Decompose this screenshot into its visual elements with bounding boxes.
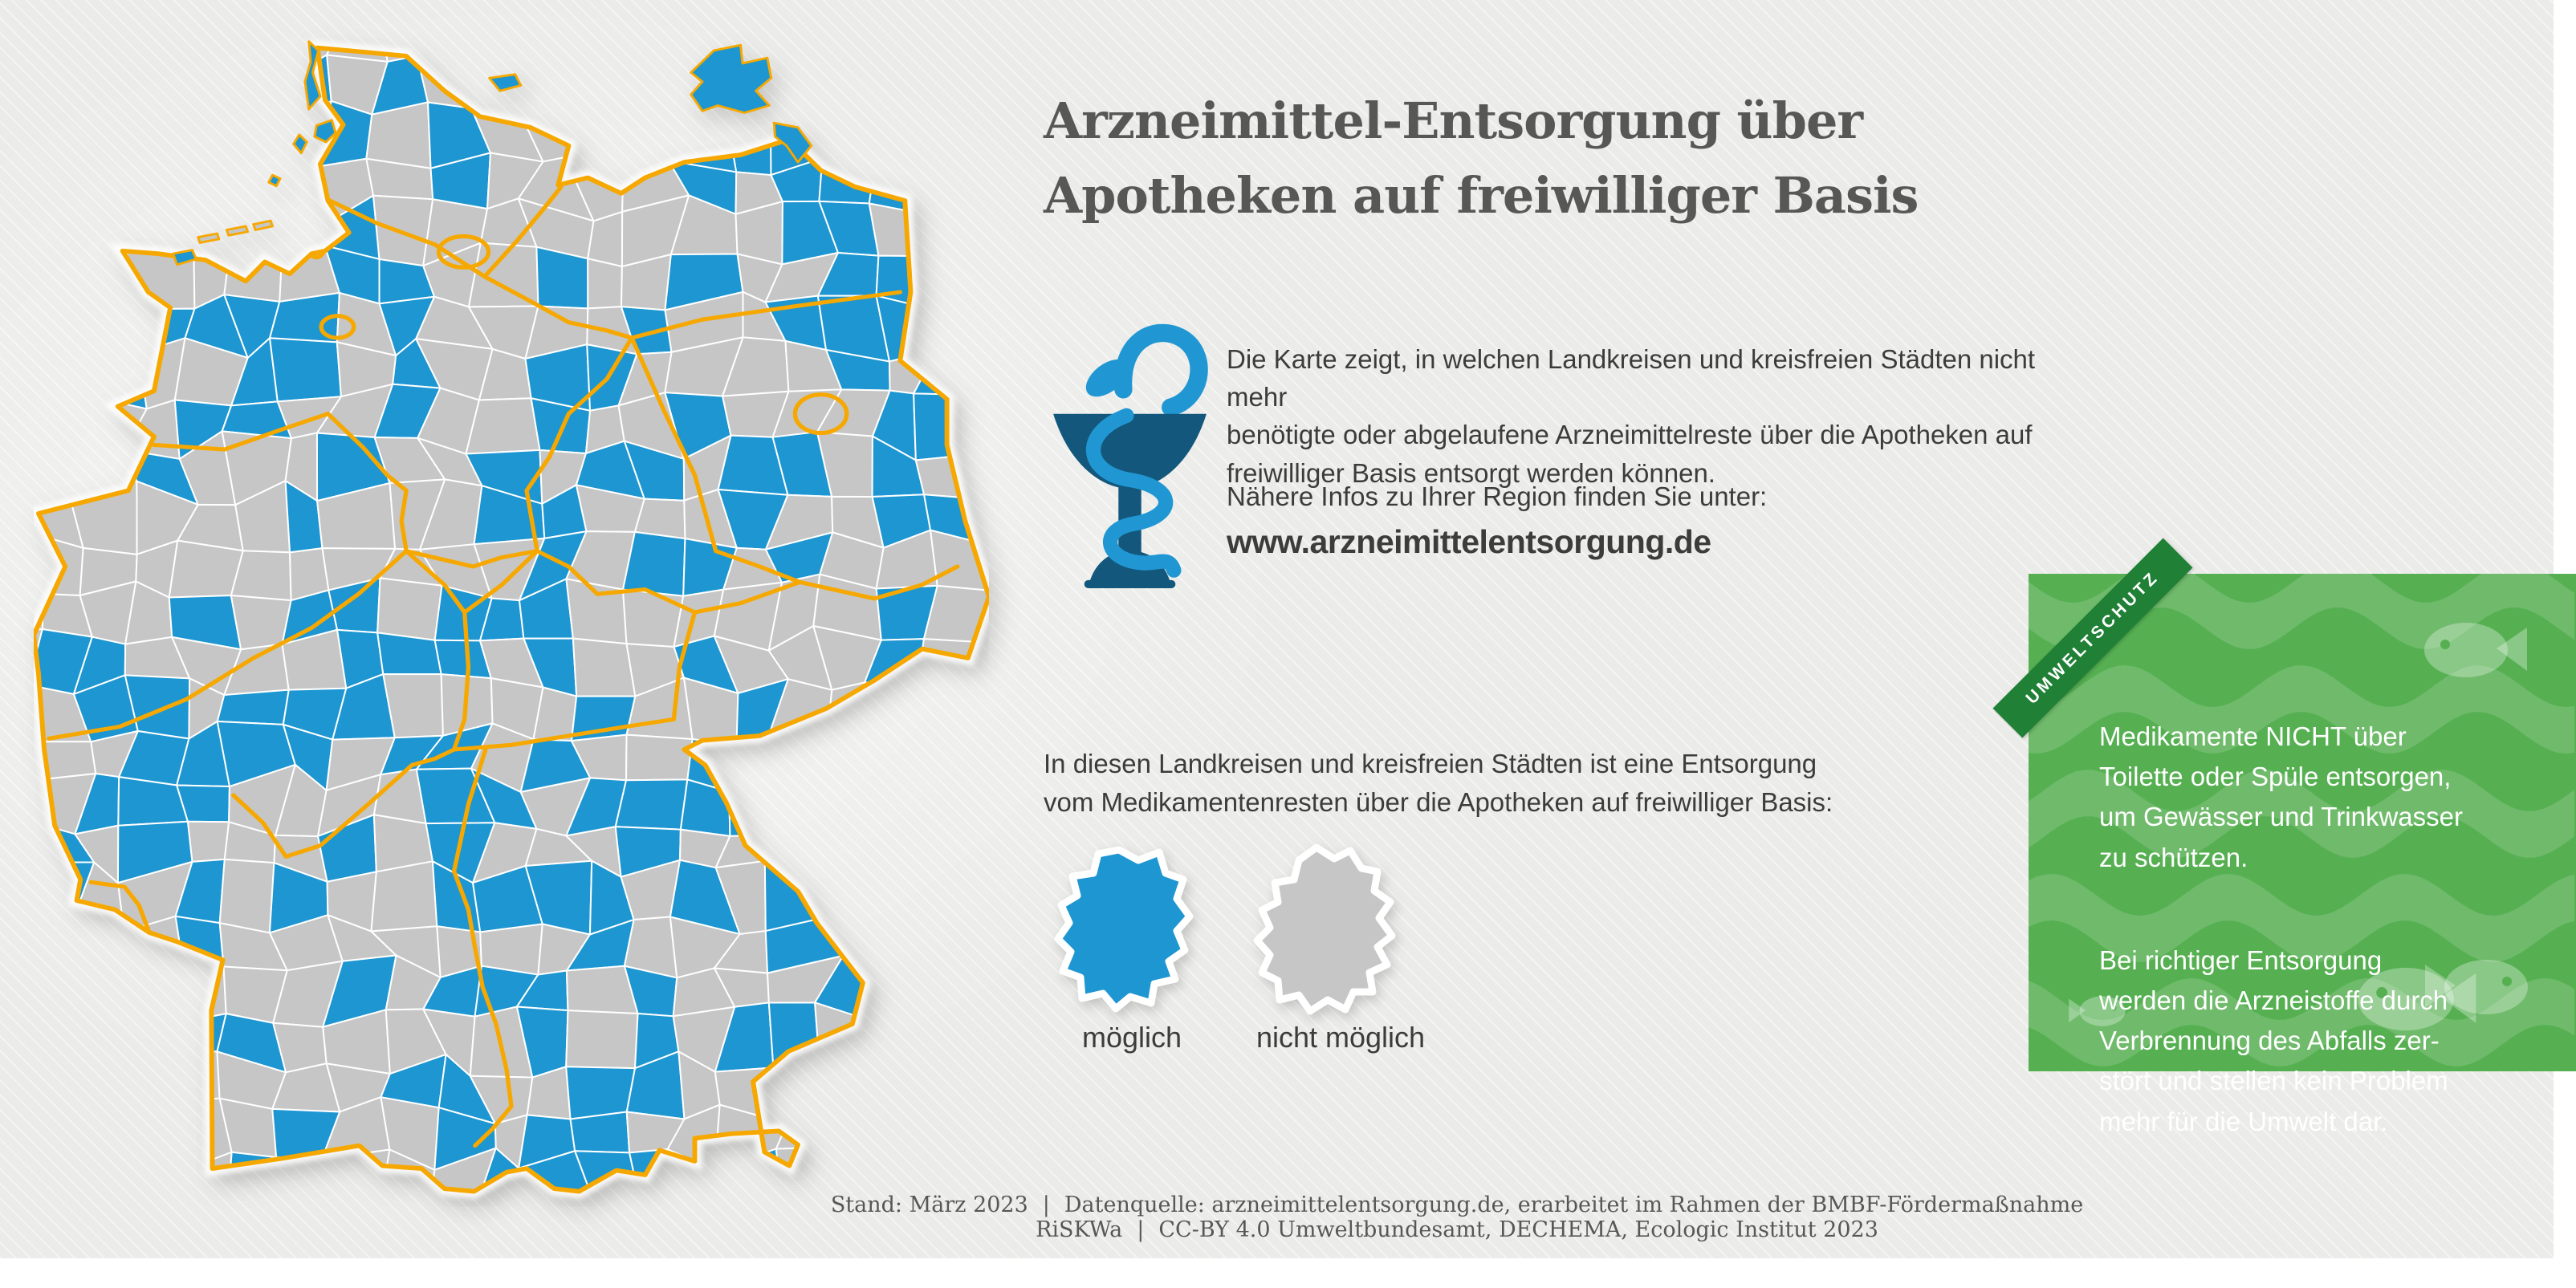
base-foot: [1084, 579, 1176, 588]
legend-shape-possible: [1054, 846, 1194, 1013]
footer-license: CC-BY 4.0 Umweltbundesamt, DECHEMA, Ecol…: [1158, 1217, 1878, 1242]
footer-source: Datenquelle: arzneimittelentsorgung.de, …: [1036, 1193, 2084, 1242]
footer-separator: |: [1042, 1193, 1050, 1217]
pharmacy-bowl-of-hygieia-icon: [1053, 323, 1208, 588]
germany-districts-map: [34, 39, 989, 1201]
info-url-link[interactable]: www.arzneimittelentsorgung.de: [1227, 523, 1711, 560]
intro-paragraph: Die Karte zeigt, in welchen Landkreisen …: [1227, 344, 2036, 488]
box-paragraph-2: Bei richtiger Entsorgung werden die Arzn…: [2099, 945, 2448, 1136]
legend-shapes: [1054, 843, 1396, 1015]
page-title: Arzneimittel-Entsorgung über Apotheken a…: [1044, 91, 1919, 225]
umweltschutz-info-box: UMWELTSCHUTZ Medikamente NICHT über Toil…: [1992, 538, 2576, 1136]
legend-possible-label: möglich: [1081, 1021, 1182, 1054]
footer-separator: |: [1137, 1217, 1145, 1242]
snake-loop: [1114, 323, 1208, 416]
snake-body: [1085, 408, 1182, 578]
box-paragraph-1: Medikamente NICHT über Toilette oder Spü…: [2099, 721, 2463, 872]
info-box-text: Medikamente NICHT über Toilette oder Spü…: [2099, 677, 2533, 1205]
footer-source-line: Stand: März 2023 | Datenquelle: arzneimitt…: [803, 1193, 2111, 1242]
footer-stand: Stand: März 2023: [830, 1193, 1028, 1217]
legend-not-possible-label: nicht möglich: [1255, 1021, 1426, 1054]
legend-shape-not-possible: [1253, 843, 1396, 1015]
legend-intro: In diesen Landkreisen und kreisfreien St…: [1044, 749, 1833, 817]
info-hint: Nähere Infos zu Ihrer Region finden Sie …: [1227, 481, 1768, 511]
snake-head: [1085, 359, 1129, 397]
